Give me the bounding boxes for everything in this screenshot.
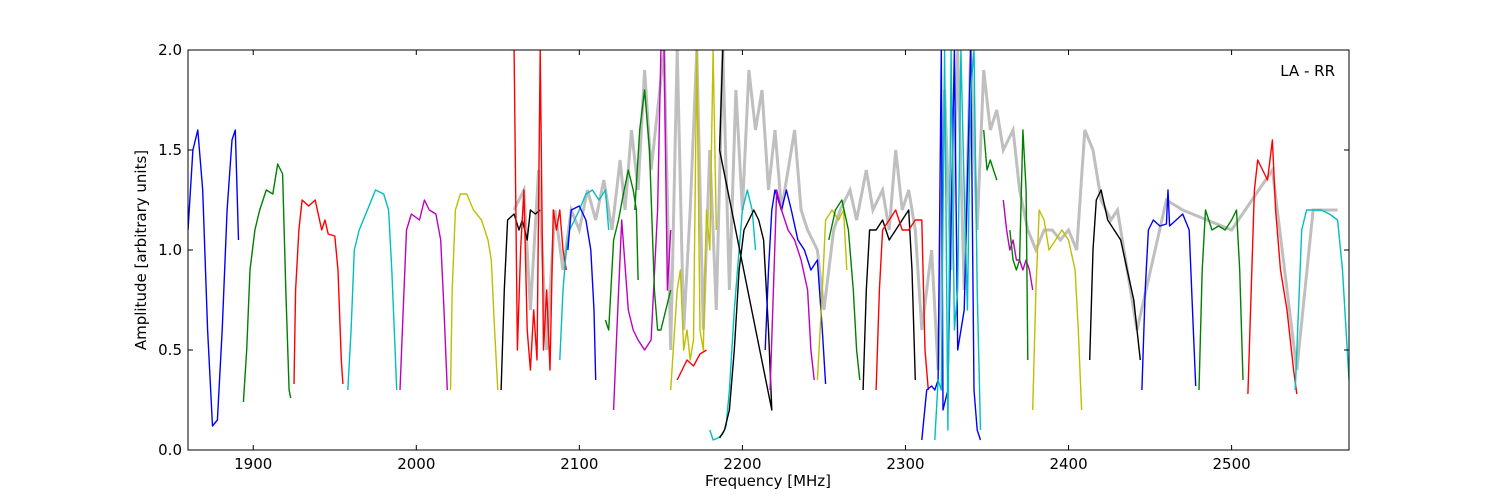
y-tick-label: 1.5: [158, 141, 182, 159]
series-line-12: [612, 50, 672, 411]
series-line-6: [449, 193, 499, 391]
series-line-15: [676, 349, 707, 381]
y-tick-label: 2.0: [158, 41, 182, 59]
series-line-8: [513, 50, 567, 371]
y-tick-label: 0.0: [158, 441, 182, 459]
series-line-14: [670, 50, 717, 391]
series-line-4: [347, 189, 398, 391]
tick-layer: 1900 2000 2100 2200 2300 2400 2500 0.0 0.5 1.0 1.5…: [158, 41, 1349, 473]
series-line-3: [293, 199, 344, 385]
series-line-10: [567, 205, 597, 381]
series-line-13: [634, 89, 672, 331]
series-line-34: [1294, 209, 1349, 391]
series-line-23: [875, 209, 929, 391]
y-tick-label: 0.5: [158, 341, 182, 359]
annotation-label: LA - RR: [1280, 62, 1335, 80]
x-tick-label: 2500: [1213, 455, 1251, 473]
y-axis-title: Amplitude [arbitrary units]: [132, 150, 150, 350]
series-line-27: [1002, 199, 1034, 291]
series-line-18: [764, 189, 827, 385]
series-line-33: [1247, 139, 1298, 395]
series-line-9: [559, 189, 610, 361]
series-line-30: [1089, 189, 1141, 361]
plot-data-layer: [188, 50, 1349, 441]
background-series-line: [512, 50, 1338, 371]
series-line-29: [1032, 209, 1083, 411]
x-tick-label: 2300: [886, 455, 924, 473]
y-tick-label: 1.0: [158, 241, 182, 259]
series-line-32: [1198, 209, 1244, 391]
series-line-5: [399, 199, 448, 391]
series-line-26: [983, 129, 998, 181]
series-line-7: [500, 209, 541, 391]
x-tick-label: 2100: [560, 455, 598, 473]
series-line-17: [718, 50, 773, 439]
series-line-21: [828, 199, 861, 381]
x-tick-label: 2400: [1049, 455, 1087, 473]
series-line-28: [1009, 129, 1029, 361]
x-tick-label: 1900: [234, 455, 272, 473]
series-line-31: [1141, 189, 1197, 391]
x-axis-title: Frequency [MHz]: [705, 472, 831, 490]
series-line-2: [242, 163, 292, 403]
x-tick-label: 2000: [397, 455, 435, 473]
series-line-25: [934, 50, 982, 441]
series-line-22: [862, 209, 916, 391]
series-line-16: [709, 189, 757, 441]
series-line-1: [188, 129, 240, 427]
x-tick-label: 2200: [723, 455, 761, 473]
series-line-19: [769, 189, 815, 391]
